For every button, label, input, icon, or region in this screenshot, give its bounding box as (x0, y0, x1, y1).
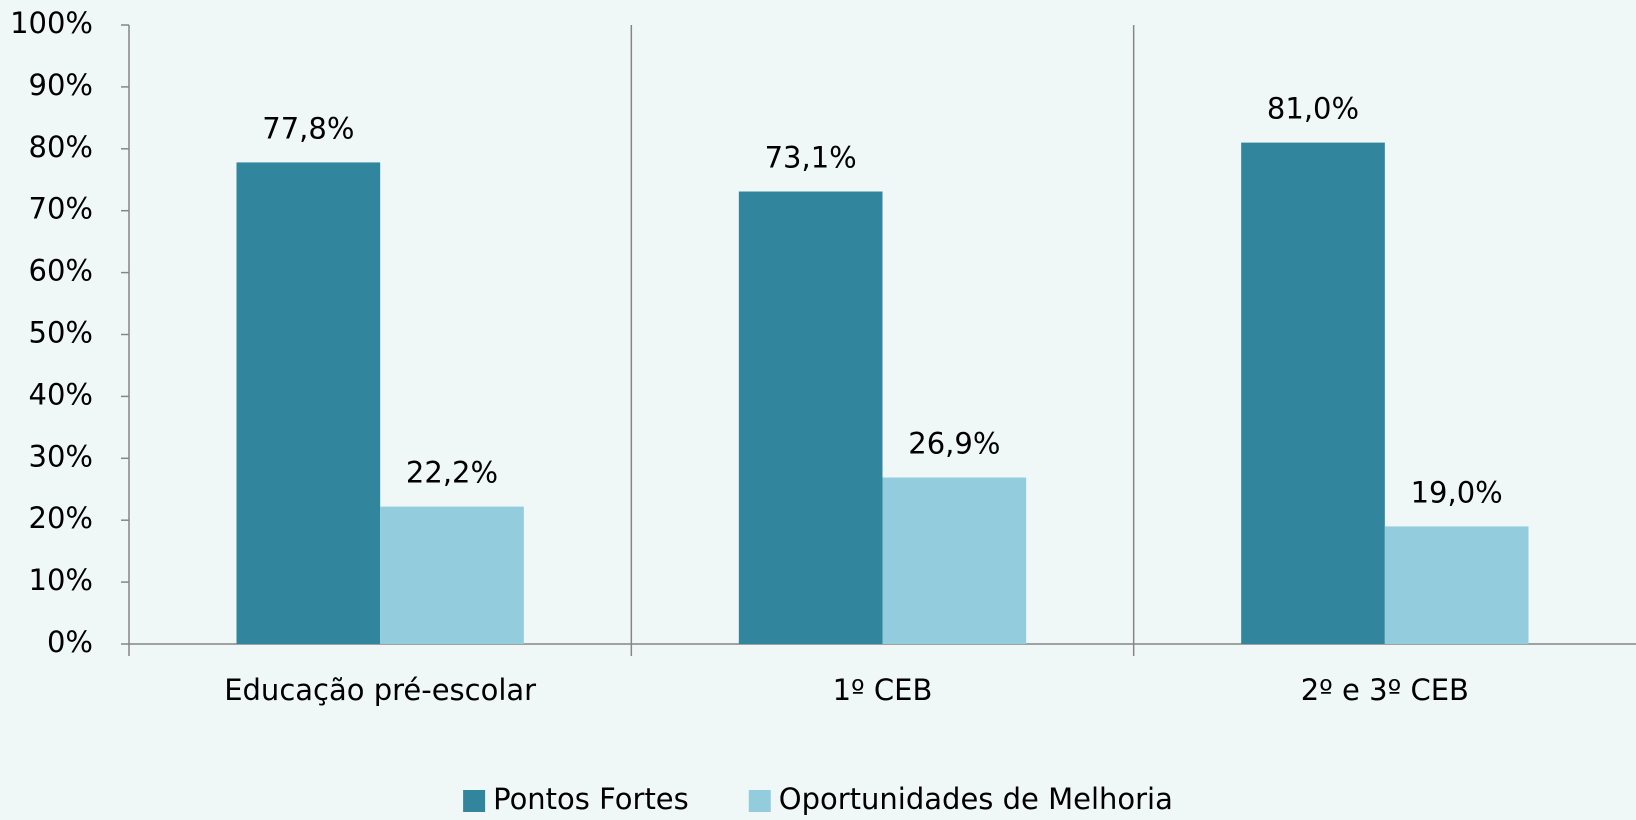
y-tick-label: 50% (29, 316, 93, 350)
legend-swatch (748, 790, 771, 812)
value-label: 19,0% (1411, 475, 1503, 509)
value-label: 26,9% (908, 426, 1000, 460)
x-tick-label: 2º e 3º CEB (1301, 673, 1469, 707)
value-label: 81,0% (1267, 92, 1359, 126)
bar (1384, 526, 1529, 644)
bar (882, 477, 1027, 644)
y-tick-label: 60% (29, 254, 93, 288)
value-label: 73,1% (765, 141, 857, 175)
y-tick-label: 20% (29, 501, 93, 535)
bar (738, 191, 883, 645)
legend-label: Oportunidades de Melhoria (779, 782, 1173, 816)
bar (236, 162, 381, 644)
y-tick-label: 40% (29, 377, 93, 411)
y-tick-label: 30% (29, 439, 93, 473)
y-tick-label: 0% (47, 625, 93, 659)
legend-label: Pontos Fortes (493, 782, 689, 816)
y-tick-label: 70% (29, 192, 93, 226)
bar (1241, 142, 1385, 645)
bar (380, 506, 524, 644)
y-tick-label: 80% (29, 130, 93, 164)
y-tick-label: 90% (29, 68, 93, 102)
y-tick-label: 10% (29, 563, 93, 597)
x-tick-label: 1º CEB (833, 673, 933, 707)
value-label: 22,2% (406, 456, 498, 490)
legend-swatch (463, 790, 486, 812)
y-tick-label: 100% (10, 6, 93, 40)
x-tick-label: Educação pré-escolar (224, 673, 536, 707)
value-label: 77,8% (262, 111, 354, 145)
